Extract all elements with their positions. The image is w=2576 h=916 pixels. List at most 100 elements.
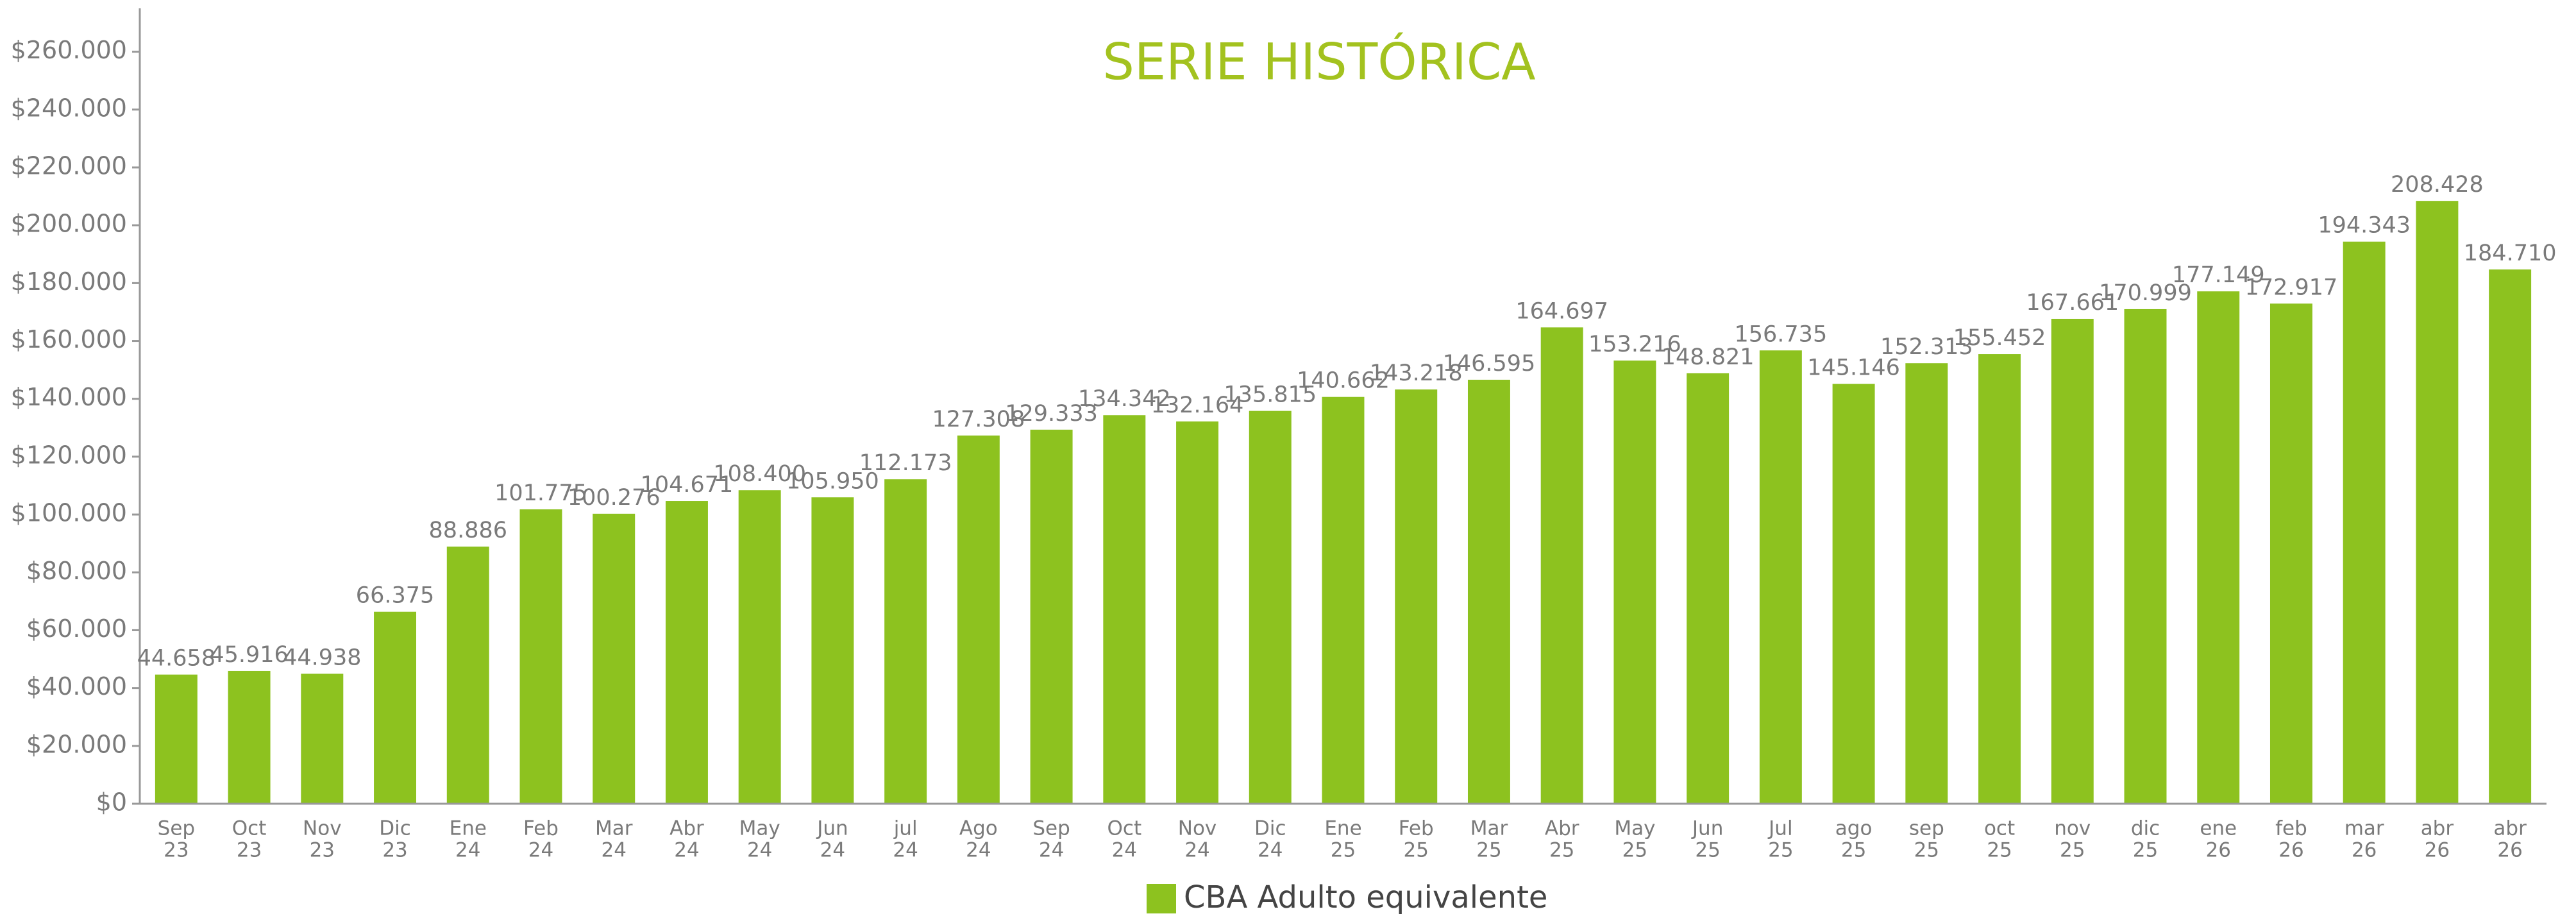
bar (1030, 429, 1073, 804)
x-tick-label: ago (1835, 817, 1873, 840)
value-label: 105.950 (786, 468, 879, 494)
x-tick-label: jul (893, 817, 918, 840)
value-label: 45.916 (210, 642, 288, 668)
chart-title: SERIE HISTÓRICA (1102, 32, 1535, 91)
x-tick-label: 25 (2133, 839, 2158, 862)
bar (374, 611, 417, 804)
x-tick-label: May (1614, 817, 1655, 840)
x-tick-label: Ago (959, 817, 998, 840)
x-tick-label: 25 (2060, 839, 2085, 862)
x-tick-label: Jun (816, 817, 848, 840)
x-tick-label: Abr (669, 817, 704, 840)
x-tick-label: 24 (602, 839, 627, 862)
x-tick-label: Jun (1691, 817, 1723, 840)
x-tick-label: Oct (1107, 817, 1142, 840)
x-tick-label: 25 (1841, 839, 1866, 862)
x-tick-label: feb (2275, 817, 2307, 840)
x-tick-label: Abr (1545, 817, 1579, 840)
x-tick-label: May (739, 817, 780, 840)
x-tick-label: Dic (1254, 817, 1286, 840)
bar (1467, 379, 1510, 804)
y-tick-label: $120.000 (11, 441, 127, 469)
x-tick-label: 24 (1039, 839, 1064, 862)
bar (884, 479, 927, 804)
bar (957, 435, 1000, 804)
x-tick-label: 23 (237, 839, 262, 862)
x-tick-label: 26 (2352, 839, 2377, 862)
x-tick-label: Dic (379, 817, 411, 840)
bar (1249, 411, 1292, 804)
x-tick-label: 26 (2278, 839, 2303, 862)
value-label: 177.149 (2172, 262, 2265, 288)
x-tick-label: 25 (1914, 839, 1939, 862)
value-label: 153.216 (1588, 332, 1681, 357)
x-tick-label: ene (2200, 817, 2237, 840)
x-tick-label: Oct (232, 817, 267, 840)
x-tick-label: 25 (1404, 839, 1429, 862)
bar (519, 509, 562, 804)
x-tick-label: 24 (674, 839, 699, 862)
value-label: 170.999 (2099, 280, 2192, 306)
bar (2269, 303, 2312, 804)
y-tick-label: $180.000 (11, 267, 127, 296)
x-tick-label: 24 (1112, 839, 1137, 862)
bar (155, 674, 198, 804)
value-label: 156.735 (1734, 321, 1827, 347)
value-label: 127.308 (932, 407, 1025, 432)
y-tick-label: $160.000 (11, 325, 127, 353)
legend-swatch (1147, 884, 1176, 913)
bar (228, 670, 271, 804)
value-label: 164.697 (1515, 298, 1608, 324)
value-label: 145.146 (1807, 355, 1900, 381)
x-tick-label: 24 (1258, 839, 1283, 862)
x-tick-label: abr (2493, 817, 2527, 840)
x-tick-label: 24 (747, 839, 772, 862)
value-label: 66.375 (356, 583, 434, 609)
value-label: 132.164 (1151, 393, 1244, 418)
value-label: 146.595 (1443, 351, 1536, 377)
value-label: 167.661 (2026, 290, 2119, 316)
value-label: 135.815 (1224, 382, 1317, 408)
x-tick-label: 24 (1184, 839, 1209, 862)
bar (2124, 309, 2167, 804)
value-label: 44.938 (283, 645, 361, 670)
x-tick-label: 25 (1476, 839, 1501, 862)
bar (301, 674, 344, 804)
value-label: 104.671 (641, 472, 734, 498)
value-label: 100.276 (568, 485, 661, 511)
x-tick-label: 24 (966, 839, 991, 862)
bar (2489, 269, 2532, 804)
x-tick-label: Ene (1324, 817, 1361, 840)
bar (1759, 350, 1802, 804)
value-label: 148.821 (1662, 344, 1755, 370)
bar (446, 547, 489, 804)
bar (1905, 363, 1948, 804)
x-tick-label: Nov (303, 817, 342, 840)
value-label: 184.710 (2464, 241, 2557, 266)
x-tick-label: 25 (1549, 839, 1574, 862)
value-label: 88.886 (429, 518, 507, 543)
x-tick-label: 24 (528, 839, 553, 862)
x-tick-label: 24 (893, 839, 918, 862)
y-tick-label: $140.000 (11, 383, 127, 411)
bar (1395, 389, 1438, 804)
bar (1613, 360, 1656, 804)
x-tick-label: 24 (455, 839, 480, 862)
x-tick-label: dic (2131, 817, 2160, 840)
value-label: 143.218 (1370, 360, 1463, 386)
value-label: 152.313 (1880, 334, 1973, 360)
x-tick-label: 24 (820, 839, 845, 862)
x-tick-label: 23 (310, 839, 335, 862)
x-tick-label: Mar (1470, 817, 1508, 840)
x-tick-label: nov (2054, 817, 2091, 840)
x-tick-label: Feb (1399, 817, 1434, 840)
y-tick-label: $60.000 (26, 615, 127, 643)
x-tick-label: 25 (1622, 839, 1647, 862)
bar (738, 490, 781, 804)
legend-label: CBA Adulto equivalente (1184, 879, 1547, 915)
value-label: 112.173 (859, 450, 952, 476)
x-tick-label: 25 (1768, 839, 1793, 862)
x-tick-label: Sep (1032, 817, 1070, 840)
